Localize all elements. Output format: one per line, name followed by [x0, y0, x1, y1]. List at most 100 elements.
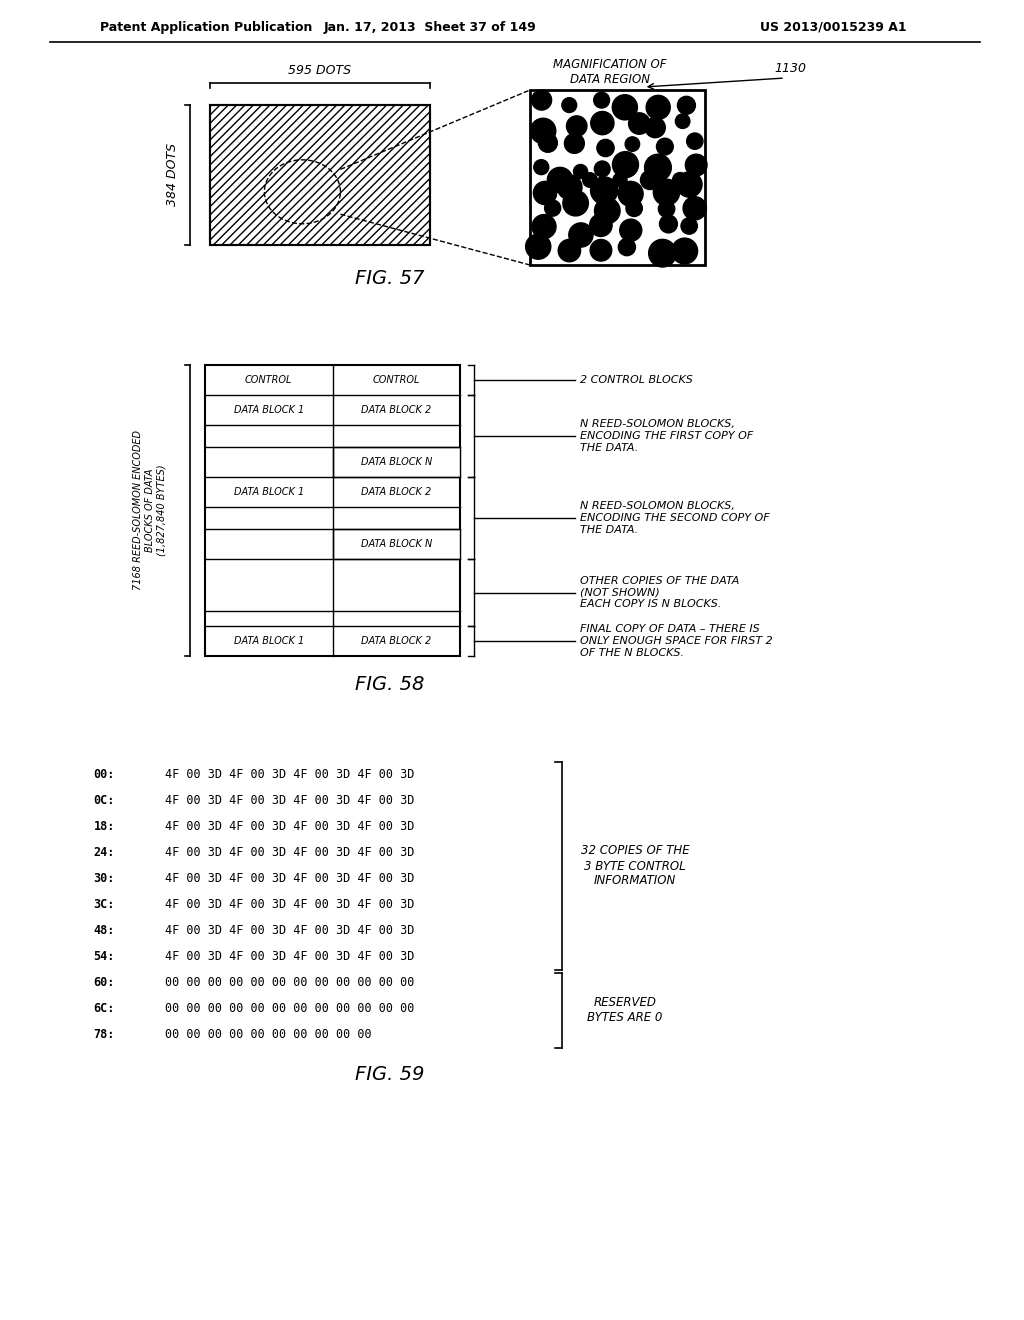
- Bar: [210, 106, 430, 246]
- Circle shape: [590, 239, 611, 261]
- Text: US 2013/0015239 A1: US 2013/0015239 A1: [760, 21, 906, 33]
- Circle shape: [676, 114, 690, 128]
- Circle shape: [558, 239, 581, 261]
- Circle shape: [573, 165, 588, 178]
- Circle shape: [532, 215, 556, 239]
- Circle shape: [534, 160, 549, 174]
- Circle shape: [677, 172, 702, 197]
- Circle shape: [534, 181, 557, 205]
- Circle shape: [539, 133, 557, 152]
- Text: DATA BLOCK 2: DATA BLOCK 2: [361, 405, 431, 414]
- Circle shape: [672, 238, 697, 264]
- Text: 00 00 00 00 00 00 00 00 00 00 00 00: 00 00 00 00 00 00 00 00 00 00 00 00: [165, 1002, 415, 1015]
- Text: 4F 00 3D 4F 00 3D 4F 00 3D 4F 00 3D: 4F 00 3D 4F 00 3D 4F 00 3D 4F 00 3D: [165, 950, 415, 964]
- Circle shape: [595, 198, 621, 223]
- Circle shape: [590, 214, 612, 236]
- Text: DATA BLOCK 1: DATA BLOCK 1: [233, 487, 304, 498]
- Circle shape: [673, 173, 687, 187]
- Text: 4F 00 3D 4F 00 3D 4F 00 3D 4F 00 3D: 4F 00 3D 4F 00 3D 4F 00 3D 4F 00 3D: [165, 924, 415, 937]
- Circle shape: [687, 133, 702, 149]
- Text: DATA BLOCK 1: DATA BLOCK 1: [233, 636, 304, 645]
- Circle shape: [640, 170, 659, 190]
- Circle shape: [566, 116, 587, 136]
- Circle shape: [626, 201, 642, 216]
- Text: FIG. 59: FIG. 59: [355, 1065, 425, 1085]
- Circle shape: [591, 177, 617, 205]
- Circle shape: [683, 197, 707, 220]
- Circle shape: [678, 96, 695, 115]
- Text: MAGNIFICATION OF
DATA REGION: MAGNIFICATION OF DATA REGION: [553, 58, 667, 86]
- Text: 4F 00 3D 4F 00 3D 4F 00 3D 4F 00 3D: 4F 00 3D 4F 00 3D 4F 00 3D 4F 00 3D: [165, 899, 415, 912]
- Circle shape: [612, 95, 637, 120]
- Text: 0C:: 0C:: [93, 795, 115, 808]
- Circle shape: [685, 154, 707, 176]
- Circle shape: [656, 139, 673, 154]
- Circle shape: [681, 218, 697, 234]
- Text: 4F 00 3D 4F 00 3D 4F 00 3D 4F 00 3D: 4F 00 3D 4F 00 3D 4F 00 3D 4F 00 3D: [165, 821, 415, 833]
- Text: 4F 00 3D 4F 00 3D 4F 00 3D 4F 00 3D: 4F 00 3D 4F 00 3D 4F 00 3D 4F 00 3D: [165, 768, 415, 781]
- Circle shape: [613, 173, 627, 187]
- Text: 1130: 1130: [774, 62, 806, 74]
- Text: DATA BLOCK N: DATA BLOCK N: [360, 457, 432, 467]
- Bar: [530, 90, 705, 265]
- Text: N REED-SOLOMON BLOCKS,
ENCODING THE SECOND COPY OF
THE DATA.: N REED-SOLOMON BLOCKS, ENCODING THE SECO…: [580, 502, 770, 535]
- Text: DATA BLOCK 1: DATA BLOCK 1: [233, 405, 304, 414]
- Text: DATA BLOCK 2: DATA BLOCK 2: [361, 636, 431, 645]
- Circle shape: [658, 201, 675, 216]
- Text: 595 DOTS: 595 DOTS: [289, 65, 351, 78]
- Bar: [333, 447, 460, 477]
- Text: Jan. 17, 2013  Sheet 37 of 149: Jan. 17, 2013 Sheet 37 of 149: [324, 21, 537, 33]
- Text: CONTROL: CONTROL: [245, 375, 293, 385]
- Circle shape: [620, 219, 642, 242]
- Circle shape: [626, 137, 640, 152]
- Text: 2 CONTROL BLOCKS: 2 CONTROL BLOCKS: [580, 375, 693, 385]
- Text: FINAL COPY OF DATA – THERE IS
ONLY ENOUGH SPACE FOR FIRST 2
OF THE N BLOCKS.: FINAL COPY OF DATA – THERE IS ONLY ENOUG…: [580, 624, 773, 657]
- Circle shape: [648, 239, 676, 267]
- Circle shape: [557, 176, 582, 199]
- Circle shape: [583, 173, 597, 187]
- Circle shape: [618, 181, 643, 206]
- Text: 32 COPIES OF THE
3 BYTE CONTROL
INFORMATION: 32 COPIES OF THE 3 BYTE CONTROL INFORMAT…: [581, 845, 689, 887]
- Text: OTHER COPIES OF THE DATA
(NOT SHOWN)
EACH COPY IS N BLOCKS.: OTHER COPIES OF THE DATA (NOT SHOWN) EAC…: [580, 576, 739, 609]
- Circle shape: [562, 98, 577, 112]
- Circle shape: [545, 201, 561, 216]
- Text: CONTROL: CONTROL: [373, 375, 420, 385]
- Text: 384 DOTS: 384 DOTS: [166, 144, 178, 206]
- Text: 54:: 54:: [93, 950, 115, 964]
- Circle shape: [618, 239, 636, 256]
- Circle shape: [548, 168, 572, 193]
- Bar: [333, 529, 460, 558]
- Circle shape: [530, 119, 556, 144]
- Circle shape: [597, 140, 614, 157]
- Circle shape: [645, 117, 666, 137]
- Text: 60:: 60:: [93, 977, 115, 990]
- Text: 24:: 24:: [93, 846, 115, 859]
- Circle shape: [531, 90, 552, 110]
- Circle shape: [563, 190, 589, 216]
- Text: 4F 00 3D 4F 00 3D 4F 00 3D 4F 00 3D: 4F 00 3D 4F 00 3D 4F 00 3D 4F 00 3D: [165, 795, 415, 808]
- Circle shape: [659, 215, 677, 232]
- Text: DATA BLOCK N: DATA BLOCK N: [360, 539, 432, 549]
- Text: RESERVED
BYTES ARE 0: RESERVED BYTES ARE 0: [588, 997, 663, 1024]
- Text: 18:: 18:: [93, 821, 115, 833]
- Text: 78:: 78:: [93, 1028, 115, 1041]
- Text: 3C:: 3C:: [93, 899, 115, 912]
- Text: 7168 REED-SOLOMON ENCODED
BLOCKS OF DATA
(1,827,840 BYTES): 7168 REED-SOLOMON ENCODED BLOCKS OF DATA…: [133, 430, 167, 590]
- Text: 4F 00 3D 4F 00 3D 4F 00 3D 4F 00 3D: 4F 00 3D 4F 00 3D 4F 00 3D 4F 00 3D: [165, 846, 415, 859]
- Circle shape: [525, 234, 551, 259]
- Bar: [210, 106, 430, 246]
- Text: FIG. 57: FIG. 57: [355, 268, 425, 288]
- Text: 48:: 48:: [93, 924, 115, 937]
- Circle shape: [594, 92, 609, 108]
- Circle shape: [629, 112, 650, 135]
- Circle shape: [564, 133, 585, 153]
- Text: 00 00 00 00 00 00 00 00 00 00 00 00: 00 00 00 00 00 00 00 00 00 00 00 00: [165, 977, 415, 990]
- Bar: [205, 366, 460, 656]
- Circle shape: [644, 154, 672, 181]
- Text: N REED-SOLOMON BLOCKS,
ENCODING THE FIRST COPY OF
THE DATA.: N REED-SOLOMON BLOCKS, ENCODING THE FIRS…: [580, 420, 754, 453]
- Text: Patent Application Publication: Patent Application Publication: [100, 21, 312, 33]
- Text: 00 00 00 00 00 00 00 00 00 00: 00 00 00 00 00 00 00 00 00 00: [165, 1028, 372, 1041]
- Circle shape: [653, 180, 680, 206]
- Circle shape: [594, 161, 610, 177]
- Text: 6C:: 6C:: [93, 1002, 115, 1015]
